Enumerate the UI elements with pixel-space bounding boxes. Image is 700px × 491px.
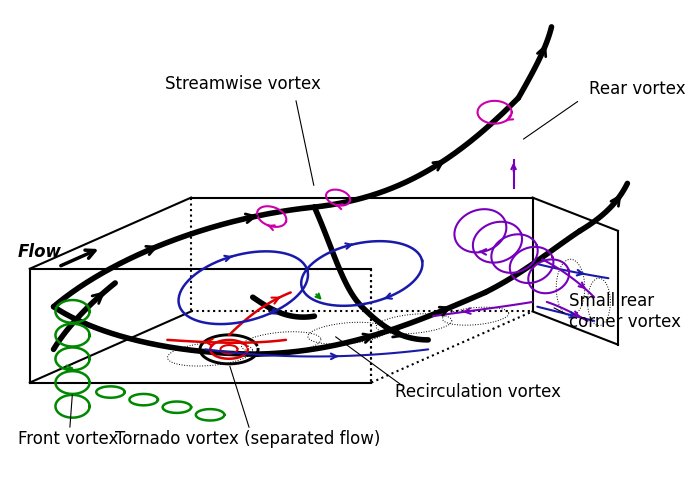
Text: Tornado vortex (separated flow): Tornado vortex (separated flow): [116, 431, 381, 448]
Text: Rear vortex: Rear vortex: [589, 80, 686, 98]
Text: Small rear
corner vortex: Small rear corner vortex: [568, 292, 680, 331]
Text: Streamwise vortex: Streamwise vortex: [165, 75, 321, 93]
Text: Recirculation vortex: Recirculation vortex: [395, 383, 561, 401]
Text: Front vortex: Front vortex: [18, 431, 118, 448]
Text: Flow: Flow: [18, 243, 62, 261]
